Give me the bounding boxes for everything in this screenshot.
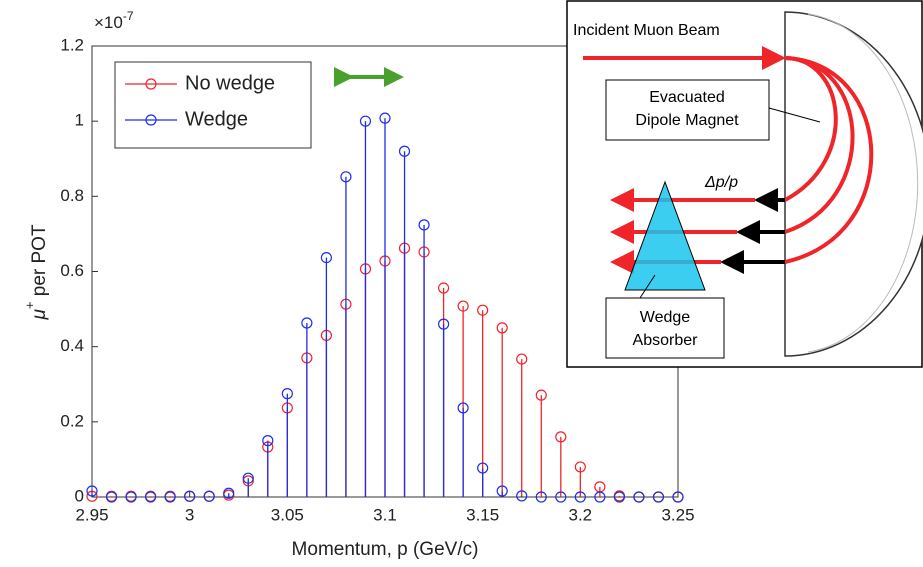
beam-label: Incident Muon Beam: [573, 22, 720, 39]
y-tick-label: 0.6: [60, 261, 84, 280]
legend-label: No wedge: [185, 72, 275, 94]
wedge-label: Wedge: [640, 309, 691, 326]
x-tick-label: 3.25: [661, 505, 694, 524]
y-scale-label: ×10-7: [94, 9, 134, 32]
chart: 0 0.2 0.4 0.6 0.8 1 1.2 2.95 3 3.05 3.1 3.15 3.2 3.25…: [0, 0, 923, 567]
y-tick-label: 0: [75, 486, 84, 505]
y-scale-base: ×10: [94, 13, 123, 32]
y-tick-label: 1.2: [60, 35, 84, 54]
x-axis-label: Momentum, p (GeV/c): [292, 539, 479, 560]
legend: No wedge Wedge: [115, 62, 311, 148]
y-tick-label: 1: [75, 111, 84, 130]
y-tick-label: 0.2: [60, 411, 84, 430]
magnet-label: Evacuated: [649, 89, 725, 106]
y-scale-exponent: -7: [123, 9, 134, 23]
inset-diagram: Incident Muon Beam Evacuated Dipole Magn…: [567, 1, 923, 367]
wedge-label: Absorber: [633, 332, 699, 349]
legend-label: Wedge: [185, 108, 248, 130]
x-tick-label: 3.1: [373, 505, 397, 524]
y-axis-label: μ+ per POT: [22, 224, 50, 320]
y-tick-label: 0.4: [60, 336, 84, 355]
y-label-symbol: μ: [29, 309, 50, 321]
x-tick-label: 3.2: [569, 505, 593, 524]
x-tick-label: 3.05: [271, 505, 304, 524]
x-tick-label: 3: [185, 505, 194, 524]
x-tick-label: 2.95: [75, 505, 108, 524]
y-label-superscript: +: [22, 302, 37, 310]
x-tick-label: 3.15: [466, 505, 499, 524]
y-tick-label: 0.8: [60, 186, 84, 205]
delta-label: Δp/p: [704, 174, 738, 191]
y-label-text: per POT: [29, 224, 50, 301]
magnet-label: Dipole Magnet: [635, 112, 739, 129]
